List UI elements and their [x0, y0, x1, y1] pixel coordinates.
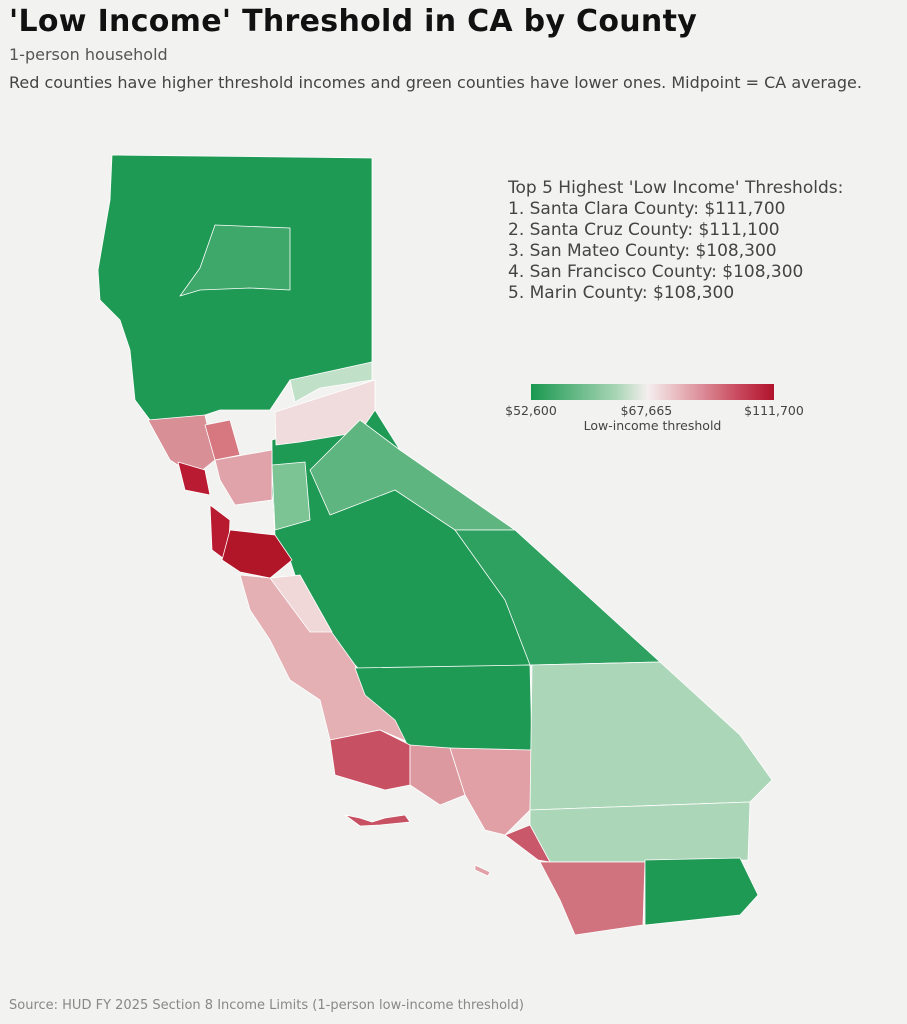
colorbar-title: Low-income threshold: [583, 418, 722, 433]
page-title: 'Low Income' Threshold in CA by County: [9, 4, 698, 39]
top5-item: 5. Marin County: $108,300: [508, 283, 735, 303]
county-region-ventura-county: [409, 744, 466, 806]
county-region-riverside-county: [529, 801, 751, 863]
top5-item: 4. San Francisco County: $108,300: [508, 262, 804, 282]
county-region-san-benito-county: [269, 574, 333, 633]
colorbar-min-label: $52,600: [505, 403, 557, 418]
page-description: Red counties have higher threshold incom…: [9, 73, 862, 92]
county-region-channel-islands-south: [474, 864, 491, 877]
top5-item: 1. Santa Clara County: $111,700: [508, 199, 786, 219]
colorbar-max-label: $111,700: [744, 403, 804, 418]
top5-item: 2. Santa Cruz County: $111,100: [508, 220, 780, 240]
top5-heading: Top 5 Highest 'Low Income' Thresholds:: [508, 178, 844, 198]
county-region-east-bay: [214, 449, 273, 506]
county-region-marin-county: [177, 461, 211, 496]
county-region-napa-county: [204, 419, 241, 461]
colorbar-mid-label: $67,665: [620, 403, 673, 418]
county-region-imperial-county: [644, 857, 759, 926]
colorbar-legend: $52,600 $67,665 $111,700 Low-income thre…: [505, 384, 804, 433]
colorbar: [531, 384, 774, 400]
county-region-san-joaquin-county: [271, 461, 311, 531]
county-region-sierra-foothills-light: [289, 361, 373, 403]
top5-annotation: Top 5 Highest 'Low Income' Thresholds: 1…: [508, 178, 843, 304]
county-region-san-bernardino-county: [529, 661, 773, 811]
source-note: Source: HUD FY 2025 Section 8 Income Lim…: [9, 998, 524, 1013]
page-subtitle: 1-person household: [9, 45, 168, 64]
county-region-sonoma-county: [147, 414, 216, 477]
county-region-san-diego-county: [539, 861, 646, 936]
top5-item: 3. San Mateo County: $108,300: [508, 241, 777, 261]
county-region-mother-lode-strip: [309, 419, 516, 531]
county-region-lassen-region: [179, 224, 291, 297]
county-region-santa-barbara-county: [329, 729, 411, 791]
county-region-channel-islands-north: [344, 814, 411, 827]
